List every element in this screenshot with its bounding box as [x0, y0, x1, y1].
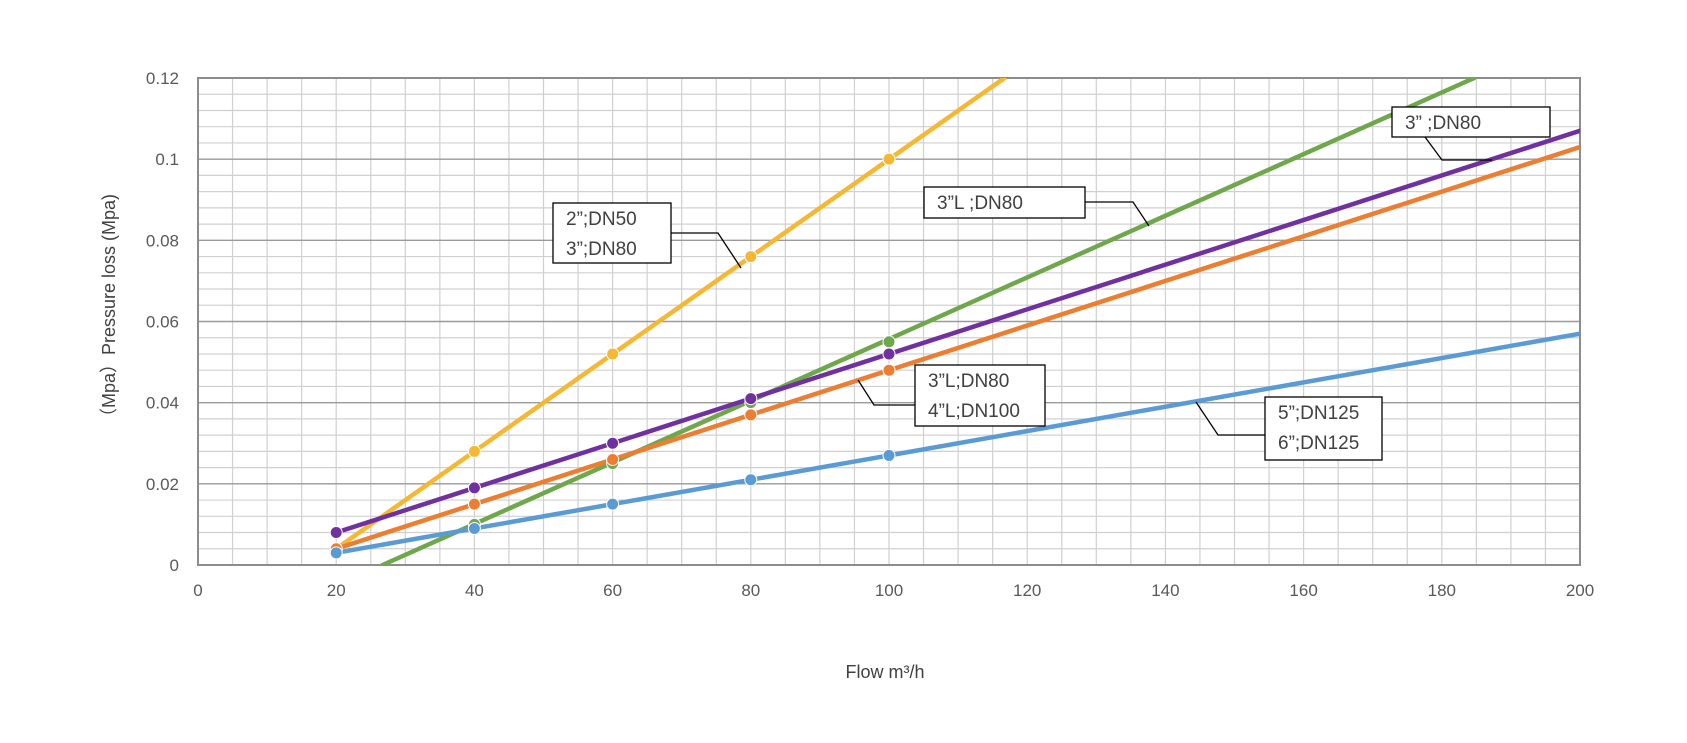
data-point-series-5 [744, 473, 758, 487]
callout-label: 6”;DN125 [1278, 433, 1359, 454]
axes: 0 20 40 60 80 100 120 140 160 180 200 0 0.02 0.04 0.06… [99, 69, 1594, 682]
y-tick-label: 0.12 [146, 69, 179, 88]
callout-3: 3” ;DN80 [1391, 106, 1551, 161]
y-tick-label: 0.1 [155, 150, 179, 169]
data-point-series-3 [744, 392, 758, 406]
y-tick-label: 0.08 [146, 231, 179, 250]
data-point-series-3 [882, 347, 896, 361]
x-tick-label: 200 [1566, 581, 1594, 600]
callout-label: 3”;DN80 [566, 239, 637, 260]
x-tick-label: 40 [465, 581, 484, 600]
x-tick-label: 160 [1289, 581, 1317, 600]
data-point-series-4 [467, 497, 481, 511]
callout-2: 3”L ;DN80 [923, 186, 1150, 227]
data-point-series-4 [744, 408, 758, 422]
plot-frame [197, 77, 1581, 566]
x-tick-label: 140 [1151, 581, 1179, 600]
data-point-series-1 [882, 152, 896, 166]
callout-box [914, 364, 1046, 427]
y-tick-label: 0 [170, 556, 179, 575]
callout-label: 4”L;DN100 [928, 401, 1020, 422]
callout-leader [857, 379, 915, 406]
y-tick-label: 0.02 [146, 475, 179, 494]
x-tick-label: 20 [327, 581, 346, 600]
callout-label: 5”;DN125 [1278, 403, 1359, 424]
callout-5: 5”;DN125 6”;DN125 [1195, 396, 1383, 461]
series-line-3 [333, 128, 1580, 535]
data-point-series-5 [467, 521, 481, 535]
data-point-series-1 [606, 347, 620, 361]
data-point-series-2 [882, 335, 896, 349]
callout-4: 3”L;DN80 4”L;DN100 [857, 364, 1046, 427]
markers [329, 152, 896, 560]
grid [197, 77, 1581, 566]
x-tick-label: 120 [1013, 581, 1041, 600]
x-axis-title: Flow m³/h [845, 662, 924, 682]
callout-label: 3” ;DN80 [1405, 113, 1481, 134]
callout-leader [1085, 201, 1150, 227]
callout-label: 2”;DN50 [566, 209, 637, 230]
callout-leader [1424, 136, 1492, 161]
series-line-5 [333, 331, 1580, 556]
y-axis-title: （Mpa）Pressure loss (Mpa) [99, 194, 119, 426]
x-tick-label: 60 [603, 581, 622, 600]
series-line-2 [380, 78, 1477, 565]
data-point-series-3 [467, 481, 481, 495]
data-point-series-5 [329, 546, 343, 560]
callout-box [552, 202, 672, 264]
data-point-series-1 [744, 250, 758, 264]
series-line-4 [333, 144, 1580, 552]
y-tick-label: 0.06 [146, 313, 179, 332]
callout-box [1391, 106, 1551, 138]
series-layer [329, 78, 1580, 565]
data-point-series-5 [882, 448, 896, 462]
data-point-series-3 [329, 526, 343, 540]
x-tick-label: 180 [1428, 581, 1456, 600]
callout-box [1264, 396, 1383, 461]
x-tick-label: 0 [193, 581, 202, 600]
y-tick-label: 0.04 [146, 394, 179, 413]
callout-leader [1195, 401, 1265, 436]
data-point-series-5 [606, 497, 620, 511]
callout-label: 3”L;DN80 [928, 371, 1009, 392]
callout-1: 2”;DN50 3”;DN80 [552, 202, 742, 269]
x-tick-label: 100 [875, 581, 903, 600]
callout-label: 3”L ;DN80 [937, 193, 1023, 214]
callout-box [923, 186, 1086, 219]
annotations: 2”;DN50 3”;DN80 3”L ;DN80 3” ;DN80 3”L;DN80 4… [552, 106, 1551, 461]
data-point-series-1 [467, 444, 481, 458]
x-tick-label: 80 [741, 581, 760, 600]
data-point-series-4 [606, 452, 620, 466]
data-point-series-4 [882, 363, 896, 377]
data-point-series-3 [606, 436, 620, 450]
callout-leader [671, 232, 742, 269]
